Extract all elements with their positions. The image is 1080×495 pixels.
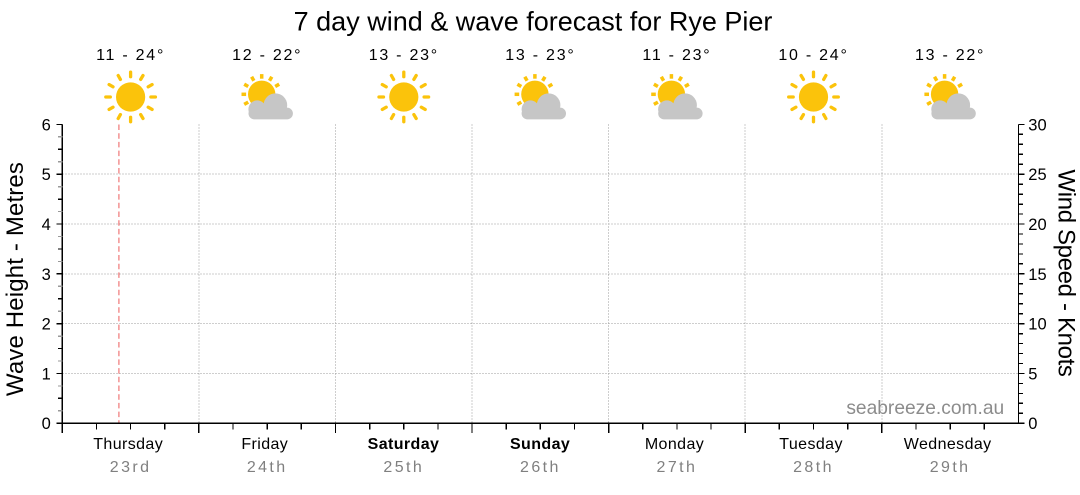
svg-text:4: 4 <box>42 216 51 234</box>
svg-text:11 - 23°: 11 - 23° <box>642 47 711 64</box>
svg-text:28th: 28th <box>793 459 834 476</box>
svg-text:Friday: Friday <box>241 436 288 453</box>
svg-text:5: 5 <box>42 166 51 184</box>
svg-text:7 day wind & wave forecast for: 7 day wind & wave forecast for Rye Pier <box>294 6 773 36</box>
svg-text:12 - 22°: 12 - 22° <box>232 47 302 64</box>
svg-text:26th: 26th <box>520 459 561 476</box>
svg-text:Wave Height - Metres: Wave Height - Metres <box>2 162 29 396</box>
svg-text:10: 10 <box>1028 316 1046 334</box>
svg-text:29th: 29th <box>930 459 971 476</box>
svg-text:seabreeze.com.au: seabreeze.com.au <box>846 398 1004 419</box>
svg-text:1: 1 <box>42 365 51 383</box>
svg-text:0: 0 <box>42 415 51 433</box>
svg-text:30: 30 <box>1028 116 1046 134</box>
svg-text:13 - 22°: 13 - 22° <box>915 47 985 64</box>
svg-text:25: 25 <box>1028 166 1046 184</box>
svg-text:Wind Speed - Knots: Wind Speed - Knots <box>1053 169 1080 376</box>
svg-text:15: 15 <box>1028 266 1046 284</box>
svg-text:13 - 23°: 13 - 23° <box>369 47 439 64</box>
svg-text:Saturday: Saturday <box>368 436 440 453</box>
svg-text:5: 5 <box>1028 365 1037 383</box>
svg-text:3: 3 <box>42 266 51 284</box>
svg-text:6: 6 <box>42 116 51 134</box>
svg-text:2: 2 <box>42 316 51 334</box>
svg-text:Sunday: Sunday <box>510 436 570 453</box>
svg-text:25th: 25th <box>383 459 424 476</box>
svg-text:Tuesday: Tuesday <box>779 436 843 453</box>
svg-text:0: 0 <box>1028 415 1037 433</box>
svg-text:Monday: Monday <box>645 436 704 453</box>
svg-text:23rd: 23rd <box>110 459 152 476</box>
svg-text:Wednesday: Wednesday <box>904 436 992 453</box>
svg-text:27th: 27th <box>657 459 698 476</box>
svg-text:10 - 24°: 10 - 24° <box>778 47 848 64</box>
svg-text:20: 20 <box>1028 216 1046 234</box>
svg-text:24th: 24th <box>247 459 288 476</box>
svg-text:13 - 23°: 13 - 23° <box>505 47 575 64</box>
svg-text:Thursday: Thursday <box>93 436 163 453</box>
svg-text:11 - 24°: 11 - 24° <box>96 47 165 64</box>
